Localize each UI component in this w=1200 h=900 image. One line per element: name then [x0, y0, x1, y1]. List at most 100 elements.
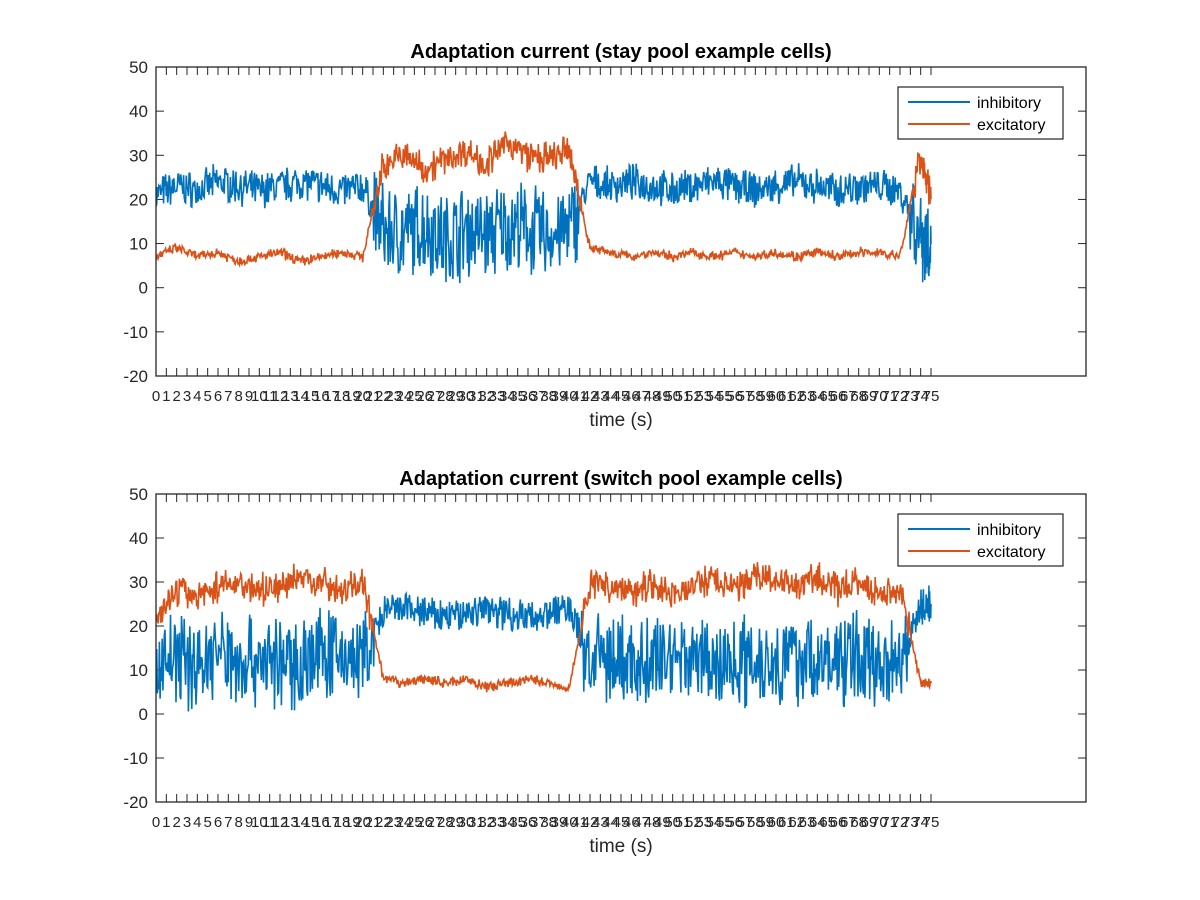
- x-tick-label: 53: [695, 814, 712, 831]
- legend-box: [897, 513, 1064, 567]
- x-tick-label: 5: [203, 388, 211, 405]
- series-line-inhibitory: [156, 162, 932, 284]
- x-tick-label: 73: [902, 388, 919, 405]
- x-tick-label: 69: [861, 814, 878, 831]
- x-tick-label: 16: [313, 388, 330, 405]
- x-tick-label: 57: [737, 388, 754, 405]
- x-tick-label: 25: [406, 388, 423, 405]
- x-tick-label: 45: [613, 814, 630, 831]
- x-tick-label: 57: [737, 814, 754, 831]
- x-tick-label: 33: [489, 388, 506, 405]
- x-tick-label: 60: [768, 388, 785, 405]
- y-tick-label: 50: [129, 485, 148, 504]
- x-tick-label: 24: [396, 814, 413, 831]
- x-tick-label: 30: [458, 814, 475, 831]
- x-tick-label: 47: [633, 814, 650, 831]
- x-tick-label: 28: [437, 814, 454, 831]
- x-tick-label: 9: [245, 388, 253, 405]
- y-tick-label: 10: [129, 661, 148, 680]
- x-tick-label: 62: [788, 388, 805, 405]
- x-tick-label: 59: [757, 388, 774, 405]
- x-tick-label: 72: [892, 814, 909, 831]
- x-tick-label: 52: [685, 388, 702, 405]
- x-tick-label: 45: [613, 388, 630, 405]
- x-tick-label: 1: [162, 388, 170, 405]
- x-tick-label: 36: [520, 814, 537, 831]
- x-tick-label: 72: [892, 388, 909, 405]
- legend-label-inhibitory: inhibitory: [977, 522, 1041, 539]
- x-tick-label: 26: [416, 814, 433, 831]
- x-tick-label: 14: [292, 388, 309, 405]
- series-line-excitatory: [156, 131, 932, 268]
- x-tick-label: 14: [292, 814, 309, 831]
- x-tick-label: 37: [530, 388, 547, 405]
- x-tick-label: 20: [354, 814, 371, 831]
- x-tick-label: 6: [214, 388, 222, 405]
- x-tick-label: 2: [172, 814, 180, 831]
- y-tick-label: -10: [123, 323, 148, 342]
- x-tick-label: 74: [912, 388, 929, 405]
- x-tick-label: 61: [778, 388, 795, 405]
- axes-box: [155, 66, 1087, 377]
- x-tick-label: 34: [499, 388, 516, 405]
- x-tick-label: 0: [152, 814, 160, 831]
- x-tick-label: 17: [323, 388, 340, 405]
- x-tick-label: 24: [396, 388, 413, 405]
- x-tick-label: 25: [406, 814, 423, 831]
- legend-label-excitatory: excitatory: [977, 544, 1045, 561]
- x-tick-label: 28: [437, 388, 454, 405]
- x-tick-label: 16: [313, 814, 330, 831]
- x-tick-label: 58: [747, 814, 764, 831]
- charts-layer: Adaptation current (stay pool example ce…: [123, 41, 1087, 857]
- x-tick-label: 15: [303, 814, 320, 831]
- x-tick-label: 40: [561, 814, 578, 831]
- y-tick-label: -10: [123, 749, 148, 768]
- x-tick-label: 27: [427, 814, 444, 831]
- legend-label-excitatory: excitatory: [977, 117, 1045, 134]
- x-tick-label: 51: [675, 388, 692, 405]
- x-tick-label: 41: [571, 814, 588, 831]
- x-tick-label: 50: [664, 814, 681, 831]
- x-tick-label: 44: [602, 814, 619, 831]
- x-tick-label: 31: [468, 814, 485, 831]
- x-tick-label: 32: [478, 814, 495, 831]
- x-tick-label: 56: [726, 388, 743, 405]
- x-tick-label: 7: [224, 388, 232, 405]
- x-tick-label: 70: [871, 814, 888, 831]
- y-tick-label: 0: [139, 279, 148, 298]
- x-tick-label: 43: [592, 814, 609, 831]
- x-tick-label: 3: [183, 814, 191, 831]
- x-tick-label: 23: [385, 388, 402, 405]
- x-tick-label: 10: [251, 388, 268, 405]
- x-tick-label: 64: [809, 814, 826, 831]
- x-tick-label: 15: [303, 388, 320, 405]
- x-tick-label: 55: [716, 388, 733, 405]
- x-tick-label: 6: [214, 814, 222, 831]
- x-tick-label: 60: [768, 814, 785, 831]
- y-tick-label: 50: [129, 58, 148, 77]
- x-tick-label: 56: [726, 814, 743, 831]
- x-tick-label: 12: [272, 388, 289, 405]
- x-tick-label: 35: [509, 814, 526, 831]
- x-tick-label: 70: [871, 388, 888, 405]
- x-tick-label: 29: [447, 388, 464, 405]
- x-tick-label: 48: [644, 388, 661, 405]
- x-tick-label: 49: [654, 388, 671, 405]
- x-tick-label: 33: [489, 814, 506, 831]
- x-tick-label: 2: [172, 388, 180, 405]
- x-tick-label: 36: [520, 388, 537, 405]
- x-tick-label: 13: [282, 814, 299, 831]
- x-tick-label: 43: [592, 388, 609, 405]
- x-tick-label: 68: [850, 814, 867, 831]
- x-tick-label: 32: [478, 388, 495, 405]
- x-tick-label: 38: [540, 388, 557, 405]
- x-tick-label: 59: [757, 814, 774, 831]
- x-tick-label: 0: [152, 388, 160, 405]
- x-tick-label: 26: [416, 388, 433, 405]
- x-tick-label: 21: [365, 388, 382, 405]
- x-tick-label: 42: [582, 388, 599, 405]
- x-tick-label: 11: [262, 388, 278, 405]
- x-tick-label: 73: [902, 814, 919, 831]
- x-tick-label: 62: [788, 814, 805, 831]
